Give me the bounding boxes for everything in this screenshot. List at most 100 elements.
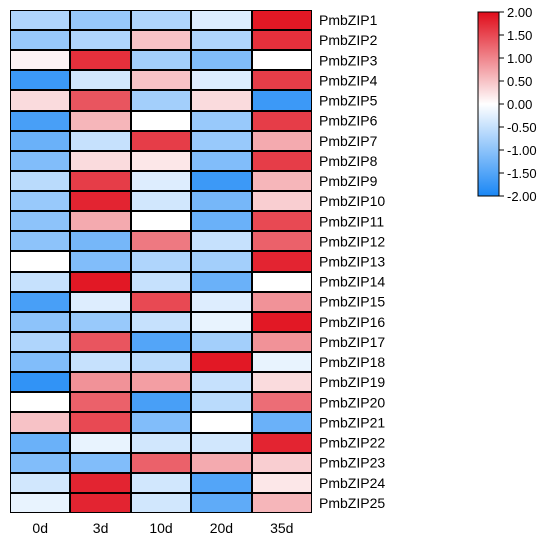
heatmap-cell	[252, 392, 312, 412]
heatmap-cell	[131, 453, 191, 473]
heatmap-cell	[131, 131, 191, 151]
heatmap-cell	[70, 151, 131, 171]
column-label: 35d	[270, 520, 293, 536]
row-label: PmbZIP14	[319, 274, 385, 290]
heatmap-cell	[191, 453, 252, 473]
heatmap-cell	[10, 50, 70, 70]
heatmap-cell	[131, 90, 191, 111]
heatmap-cell	[252, 493, 312, 513]
heatmap-cell	[191, 50, 252, 70]
heatmap-cell	[252, 10, 312, 30]
heatmap-cell	[252, 171, 312, 191]
heatmap-cell	[70, 412, 131, 433]
heatmap-cell	[252, 473, 312, 493]
heatmap-cell	[131, 433, 191, 453]
column-label: 3d	[93, 520, 109, 536]
heatmap-cell	[10, 151, 70, 171]
row-labels: PmbZIP1 PmbZIP2 PmbZIP3 PmbZIP4 PmbZIP5 PmbZI…	[319, 12, 385, 511]
heatmap-cell	[10, 433, 70, 453]
heatmap-cell	[191, 231, 252, 251]
row-label: PmbZIP4	[319, 72, 378, 88]
heatmap-cell	[191, 473, 252, 493]
heatmap-cell	[252, 251, 312, 272]
row-label: PmbZIP3	[319, 52, 378, 68]
heatmap-cell	[10, 251, 70, 272]
heatmap-cell	[252, 372, 312, 392]
heatmap-cell	[70, 352, 131, 372]
heatmap-cell	[70, 473, 131, 493]
heatmap-cell	[252, 191, 312, 211]
heatmap-cell	[191, 30, 252, 50]
heatmap-cell	[10, 231, 70, 251]
heatmap-cell	[70, 211, 131, 231]
heatmap-cell	[70, 251, 131, 272]
heatmap-cell	[131, 171, 191, 191]
row-label: PmbZIP22	[319, 435, 385, 451]
heatmap-cell	[70, 131, 131, 151]
heatmap-cell	[131, 352, 191, 372]
heatmap-cell	[10, 211, 70, 231]
row-label: PmbZIP15	[319, 294, 385, 310]
row-label: PmbZIP24	[319, 475, 385, 491]
heatmap-cell	[131, 70, 191, 90]
heatmap-cell	[70, 292, 131, 312]
heatmap-cell	[10, 292, 70, 312]
heatmap-cell	[10, 171, 70, 191]
heatmap-cell	[252, 231, 312, 251]
heatmap-cell	[191, 251, 252, 272]
heatmap-cell	[131, 372, 191, 392]
row-label: PmbZIP5	[319, 93, 378, 109]
heatmap-cell	[10, 30, 70, 50]
heatmap-cell	[10, 332, 70, 352]
heatmap-cell	[10, 453, 70, 473]
row-label: PmbZIP18	[319, 354, 385, 370]
heatmap-cell	[191, 131, 252, 151]
legend-tick-label: -2.00	[507, 189, 537, 204]
heatmap-cell	[252, 332, 312, 352]
heatmap-cell	[252, 70, 312, 90]
heatmap-cell	[70, 30, 131, 50]
heatmap-cell	[252, 272, 312, 292]
heatmap-cell	[70, 493, 131, 513]
row-label: PmbZIP16	[319, 314, 385, 330]
row-label: PmbZIP1	[319, 12, 378, 28]
heatmap-cell	[191, 10, 252, 30]
heatmap-cell	[131, 332, 191, 352]
heatmap-cell	[70, 231, 131, 251]
heatmap-cell	[10, 90, 70, 111]
heatmap-cell	[191, 191, 252, 211]
heatmap-cell	[131, 292, 191, 312]
column-label: 0d	[32, 520, 48, 536]
heatmap-cell	[131, 151, 191, 171]
heatmap-cell	[70, 453, 131, 473]
heatmap-cell	[70, 50, 131, 70]
legend-tick-label: -1.00	[507, 143, 537, 158]
row-label: PmbZIP25	[319, 495, 385, 511]
heatmap-cell	[252, 30, 312, 50]
heatmap-cell	[191, 211, 252, 231]
column-labels: 0d 3d 10d 20d 35d	[32, 520, 293, 536]
heatmap-cell	[70, 171, 131, 191]
heatmap-cell	[191, 171, 252, 191]
legend-color-bar	[477, 11, 500, 197]
heatmap-cell	[70, 191, 131, 211]
legend-tick-label: -0.50	[507, 120, 537, 135]
column-label: 20d	[210, 520, 233, 536]
row-label: PmbZIP8	[319, 153, 378, 169]
heatmap-cell	[70, 90, 131, 111]
heatmap-cell	[131, 191, 191, 211]
row-label: PmbZIP11	[319, 213, 384, 229]
heatmap-cell	[252, 412, 312, 433]
heatmap-cell	[252, 352, 312, 372]
row-label: PmbZIP12	[319, 233, 385, 249]
heatmap-cell	[191, 412, 252, 433]
heatmap-cell	[10, 131, 70, 151]
heatmap-cell	[191, 70, 252, 90]
heatmap-cell	[10, 372, 70, 392]
heatmap-cell	[10, 412, 70, 433]
heatmap-cells	[10, 10, 312, 513]
heatmap-cell	[70, 111, 131, 131]
heatmap-cell	[10, 191, 70, 211]
heatmap-cell	[131, 211, 191, 231]
